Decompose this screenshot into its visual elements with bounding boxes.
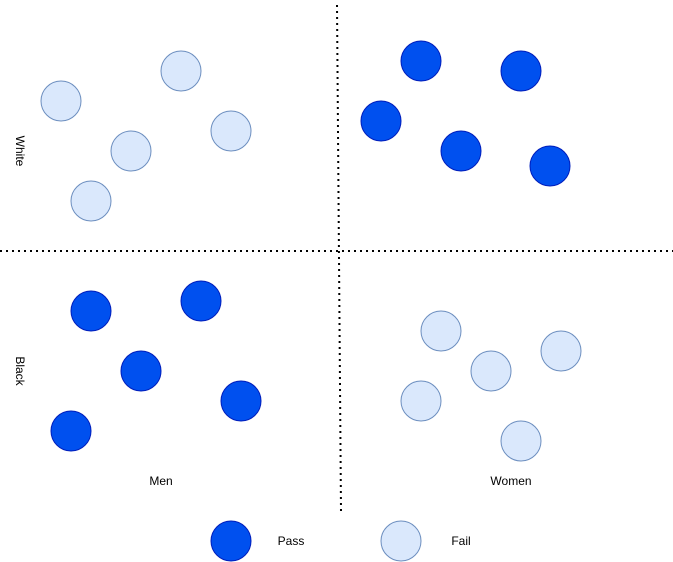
- fail-dot: [400, 380, 442, 422]
- pass-dot: [70, 290, 112, 332]
- legend: Pass Fail: [210, 520, 471, 562]
- fail-dot: [160, 50, 202, 92]
- fail-dot: [70, 180, 112, 222]
- black-women-group: [400, 310, 582, 462]
- pass-dot: [180, 280, 222, 322]
- pass-dot: [529, 145, 571, 187]
- vertical-divider: [336, 4, 342, 513]
- black-men-group: [50, 280, 262, 452]
- pass-dot: [400, 40, 442, 82]
- pass-dot: [120, 350, 162, 392]
- fail-dot: [470, 350, 512, 392]
- fail-dot: [500, 420, 542, 462]
- pass-dot: [220, 380, 262, 422]
- fail-dot: [420, 310, 462, 352]
- pass-dot: [360, 100, 402, 142]
- fail-dot: [110, 130, 152, 172]
- white-men-group: [40, 50, 252, 222]
- fail-dot: [540, 330, 582, 372]
- column-label: Men: [149, 474, 172, 488]
- fail-dot: [40, 80, 82, 122]
- legend-swatch: [380, 520, 422, 562]
- white-women-group: [360, 40, 571, 187]
- pass-dot: [50, 410, 92, 452]
- row-label: White: [13, 136, 27, 167]
- legend-swatch: [210, 520, 252, 562]
- legend-label: Fail: [451, 534, 470, 548]
- row-label: Black: [13, 356, 27, 386]
- fail-dot: [210, 110, 252, 152]
- legend-label: Pass: [278, 534, 305, 548]
- column-label: Women: [490, 474, 531, 488]
- pass-dot: [500, 50, 542, 92]
- pass-dot: [440, 130, 482, 172]
